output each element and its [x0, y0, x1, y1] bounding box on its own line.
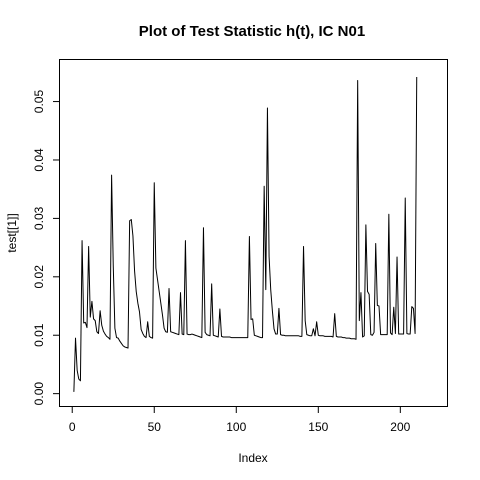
y-tick-label: 0.01	[32, 323, 46, 347]
x-tick-label: 100	[226, 420, 246, 434]
chart-title: Plot of Test Statistic h(t), IC N01	[139, 23, 365, 40]
y-tick-label: 0.05	[32, 90, 46, 114]
y-tick-label: 0.03	[32, 206, 46, 230]
y-tick-label: 0.04	[32, 148, 46, 172]
y-tick-label: 0.02	[32, 265, 46, 289]
x-tick-label: 50	[148, 420, 162, 434]
x-tick-label: 150	[308, 420, 328, 434]
y-tick-label: 0.00	[32, 382, 46, 406]
x-axis-label: Index	[238, 451, 267, 465]
series-line	[73, 77, 418, 392]
x-tick-label: 0	[69, 420, 76, 434]
y-axis: 0.00 0.01 0.02 0.03 0.04 0.05	[32, 90, 60, 406]
x-tick-label: 200	[390, 420, 410, 434]
y-axis-label: test[[1]]	[5, 213, 19, 252]
x-axis: 0 50 100 150 200	[69, 406, 411, 434]
